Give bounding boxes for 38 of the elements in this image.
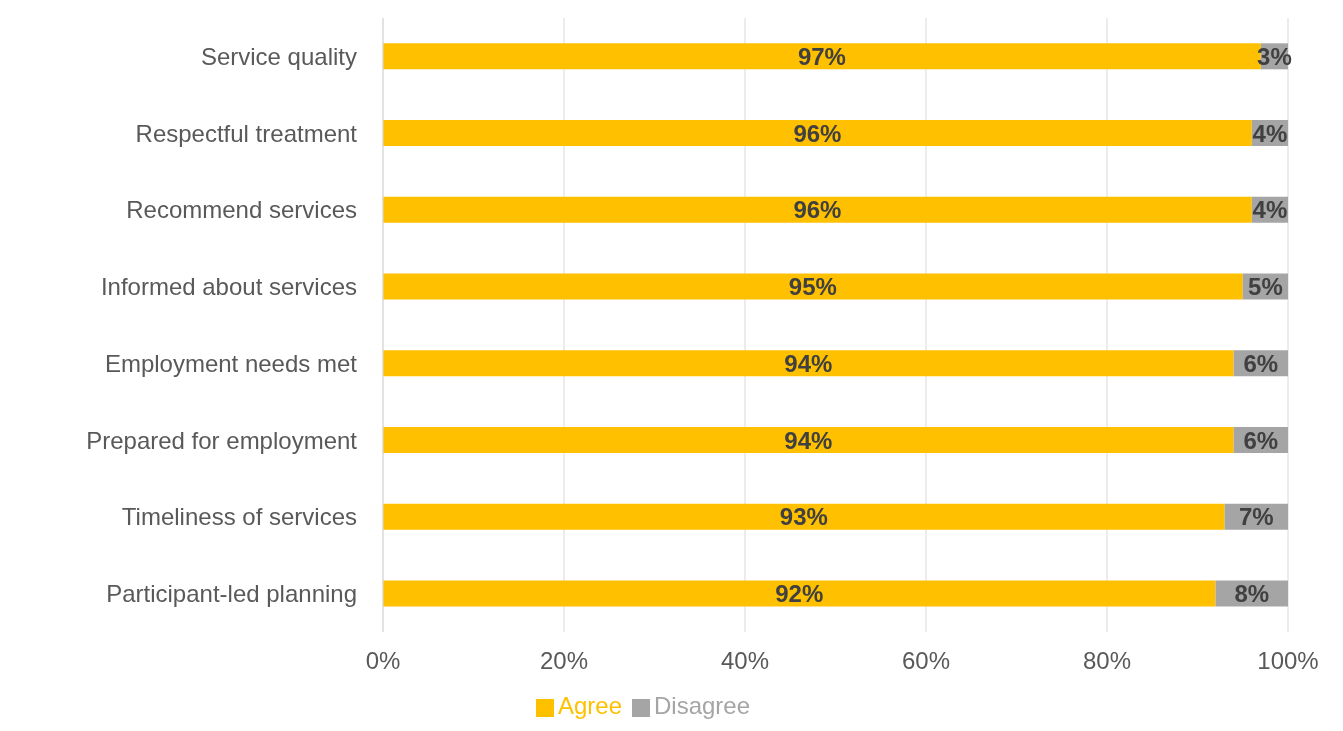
y-tick-label: Respectful treatment	[135, 119, 358, 147]
data-label: 7%	[1238, 503, 1274, 531]
bar	[383, 350, 1234, 377]
data-label: 96%	[793, 119, 842, 147]
data-label: 96%	[793, 196, 842, 224]
x-tick-label: 20%	[539, 647, 589, 675]
data-label: 92%	[775, 580, 824, 608]
bar	[383, 427, 1234, 454]
y-tick-label: Recommend services	[126, 196, 357, 224]
x-tick-label: 60%	[901, 647, 951, 675]
data-label: 6%	[1243, 426, 1279, 454]
data-label: 97%	[797, 42, 846, 70]
data-label: 4%	[1252, 119, 1288, 147]
data-label: 95%	[788, 273, 837, 301]
y-tick-label: Service quality	[200, 42, 357, 70]
data-label: 6%	[1243, 349, 1279, 377]
y-tick-label: Informed about services	[100, 273, 357, 301]
bar	[383, 503, 1225, 530]
x-tick-label: 100%	[1257, 647, 1319, 675]
data-label: 94%	[784, 349, 833, 377]
x-tick-label: 0%	[365, 647, 401, 675]
bar	[383, 580, 1216, 607]
data-label: 4%	[1252, 196, 1288, 224]
x-tick-label: 80%	[1082, 647, 1132, 675]
x-tick-label: 40%	[720, 647, 770, 675]
data-label: 93%	[779, 503, 828, 531]
data-label: 94%	[784, 426, 833, 454]
y-tick-label: Participant-led planning	[106, 580, 357, 608]
legend-label: Disagree	[654, 692, 751, 719]
data-label: 8%	[1234, 580, 1270, 608]
bar	[383, 273, 1243, 300]
data-label: 5%	[1248, 273, 1283, 301]
bar	[383, 120, 1252, 147]
y-tick-label: Employment needs met	[104, 349, 358, 377]
y-tick-label: Prepared for employment	[86, 426, 358, 454]
bar	[383, 196, 1252, 223]
legend-label: Agree	[557, 692, 622, 719]
y-tick-label: Timeliness of services	[121, 503, 357, 531]
